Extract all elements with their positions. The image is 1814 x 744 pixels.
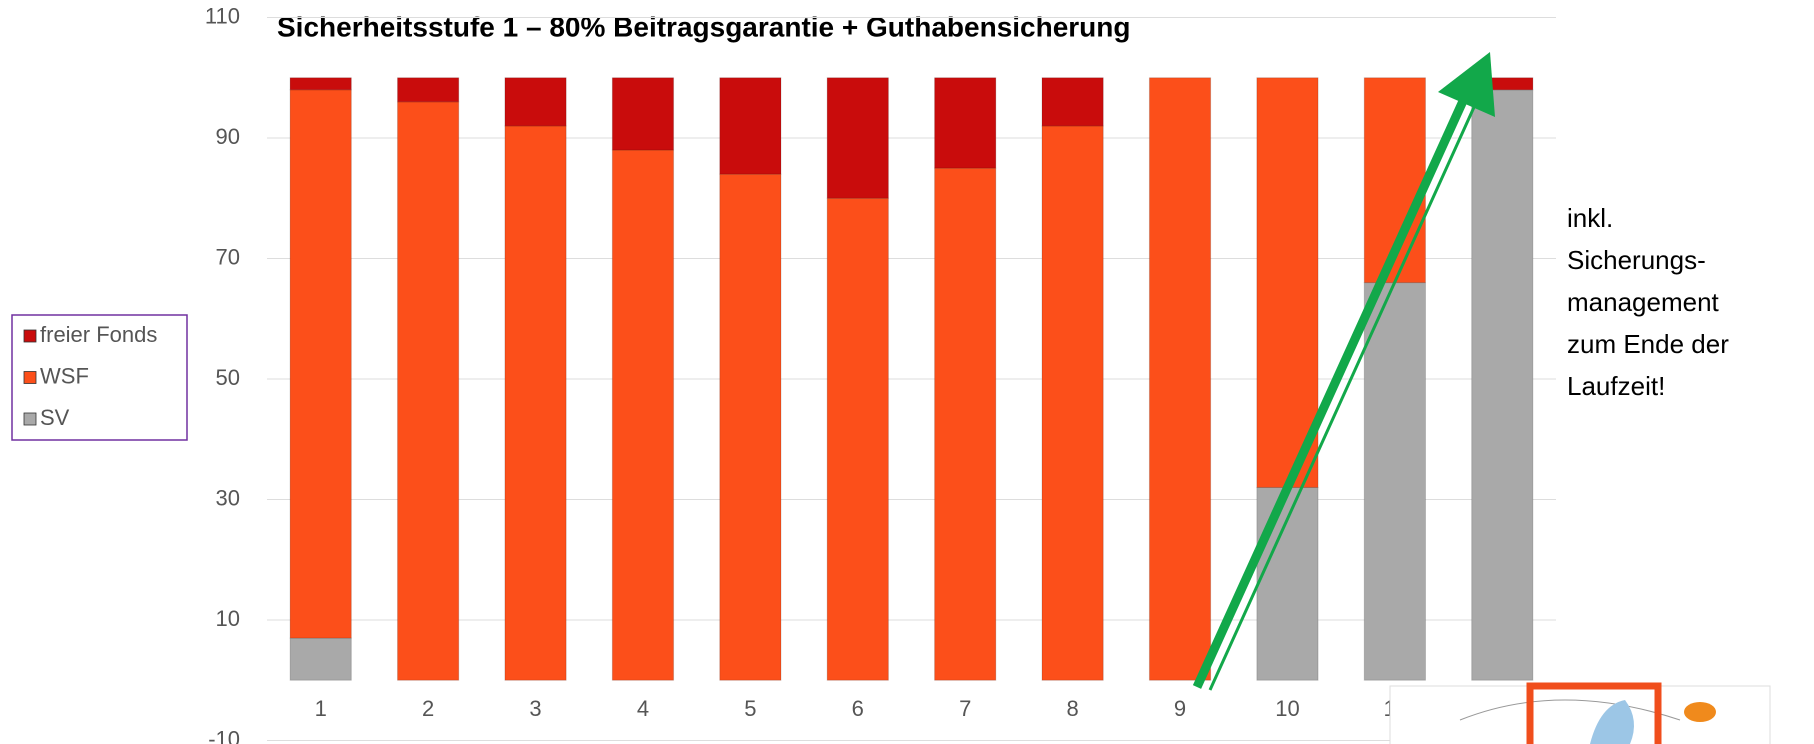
annotation-line: management <box>1567 287 1720 317</box>
bar-segment <box>1256 77 1319 488</box>
y-tick-label: 30 <box>216 485 240 510</box>
arrow-head <box>1438 52 1495 117</box>
annotation-line: inkl. <box>1567 203 1613 233</box>
bar-segment <box>1041 77 1104 127</box>
x-tick-label: 4 <box>637 696 649 721</box>
y-tick-label: 90 <box>216 124 240 149</box>
legend-label: freier Fonds <box>40 322 157 347</box>
bar-segment <box>611 149 675 681</box>
annotation: inkl. Sicherungs-management zum Ende der La… <box>1567 203 1729 401</box>
bar-segment <box>397 101 460 681</box>
y-tick-label: 110 <box>205 3 240 28</box>
bar-segment <box>826 197 889 681</box>
bar-segment <box>289 77 352 91</box>
x-tick-label: 10 <box>1275 696 1299 721</box>
x-tick-label: 8 <box>1067 696 1079 721</box>
bar-segment <box>289 637 352 681</box>
x-tick-label: 6 <box>852 696 864 721</box>
bar-segment <box>397 77 460 103</box>
legend-swatch <box>23 412 37 426</box>
bar-segment <box>1041 125 1104 681</box>
x-tick-label: 1 <box>315 696 327 721</box>
annotation-line: Sicherungs- <box>1567 245 1706 275</box>
thumbnail-splash <box>1590 700 1634 744</box>
y-tick-label: -10 <box>208 726 240 744</box>
arrow-shaft <box>1192 88 1473 689</box>
legend-swatch <box>23 329 37 343</box>
x-tick-label: 2 <box>422 696 434 721</box>
legend: freier Fonds WSF SV <box>23 322 157 430</box>
annotation-line: Laufzeit! <box>1567 371 1665 401</box>
y-tick-label: 50 <box>216 365 240 390</box>
bar-segment <box>504 125 567 681</box>
y-tick-label: 10 <box>216 606 240 631</box>
thumbnail-arc <box>1459 699 1681 721</box>
chart-title: Sicherheitsstufe 1 – 80% Beitragsgaranti… <box>277 11 1131 42</box>
bar-segment <box>289 89 352 639</box>
arrow <box>1192 52 1495 691</box>
bar-segment <box>934 167 997 681</box>
bar-segment <box>611 77 675 151</box>
bar-segment <box>719 77 782 175</box>
thumbnail <box>1389 682 1771 744</box>
bar-segment <box>1363 282 1426 681</box>
x-tick-label: 3 <box>529 696 541 721</box>
x-tick-label: 9 <box>1174 696 1186 721</box>
annotation-line: zum Ende der <box>1567 329 1729 359</box>
thumbnail-fish <box>1684 702 1716 722</box>
bar-segment <box>1471 89 1534 681</box>
bar-segment <box>504 77 567 127</box>
x-tick-label: 7 <box>959 696 971 721</box>
bar-segment <box>934 77 997 169</box>
legend-label: SV <box>40 405 70 430</box>
x-tick-label: 5 <box>744 696 756 721</box>
bar-segment <box>719 173 782 681</box>
arrow-shaft-inner <box>1208 104 1477 691</box>
bar-segment <box>1148 77 1212 681</box>
thumbnail-highlight <box>1526 682 1662 744</box>
legend-box <box>11 314 188 441</box>
legend-label: WSF <box>40 363 89 388</box>
y-tick-label: 70 <box>216 244 240 269</box>
legend-swatch <box>23 371 37 384</box>
bar-segment <box>826 77 889 199</box>
